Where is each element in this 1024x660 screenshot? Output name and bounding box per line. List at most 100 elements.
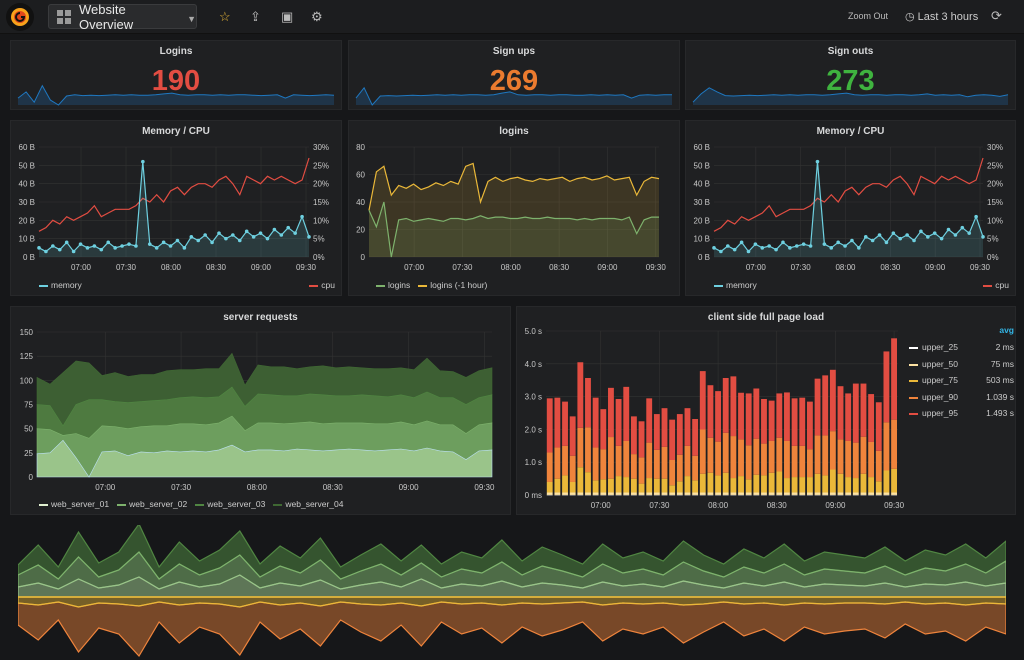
series-line-cpu xyxy=(38,157,310,232)
x-tick-label: 07:30 xyxy=(649,501,670,510)
legend-item-cpu[interactable]: cpu xyxy=(309,280,335,290)
legend-item-logins-1-hour[interactable]: logins (-1 hour) xyxy=(418,280,487,290)
panel-title: client side full page load xyxy=(707,312,825,323)
bar-upper-50 xyxy=(814,492,821,495)
data-point-memory xyxy=(272,227,277,232)
share-icon[interactable]: ⇪ xyxy=(250,9,261,24)
bar-upper-90 xyxy=(829,431,836,470)
bar-upper-50 xyxy=(630,492,637,495)
legend-item-upper-90[interactable]: upper_90 1.039 s xyxy=(909,389,1014,406)
x-tick-label: 09:00 xyxy=(925,263,946,272)
bar-upper-75 xyxy=(799,477,806,493)
y2-tick-label: 15% xyxy=(987,198,1003,207)
data-point-memory xyxy=(974,214,978,219)
dashboard-picker-button[interactable]: Website Overview ▼ xyxy=(48,2,197,32)
bar-upper-95 xyxy=(699,371,706,430)
stat-panel-sign-ups: Sign ups 269 xyxy=(348,40,680,110)
bar-upper-75 xyxy=(600,479,607,493)
legend-item-web-server-03[interactable]: web_server_03 xyxy=(195,499,265,509)
bar-upper-90 xyxy=(822,435,829,476)
series-fill-logins-1-hour- xyxy=(369,163,659,257)
data-point-memory xyxy=(760,246,765,250)
data-point-memory xyxy=(147,242,152,246)
y2-tick-label: 30% xyxy=(987,143,1003,152)
data-point-memory xyxy=(300,214,304,219)
legend-item-cpu[interactable]: cpu xyxy=(983,280,1009,290)
legend-item-upper-25[interactable]: upper_25 2 ms xyxy=(909,339,1014,356)
data-point-memory xyxy=(870,238,875,243)
star-icon[interactable]: ☆ xyxy=(219,9,231,24)
bar-upper-75 xyxy=(875,481,882,493)
series-fill-logins xyxy=(369,202,659,257)
bar-upper-50 xyxy=(822,492,829,495)
legend-label: web_server_01 xyxy=(51,499,110,509)
bar-upper-95 xyxy=(883,351,890,423)
y-tick-label: 60 B xyxy=(19,143,35,152)
x-tick-label: 09:00 xyxy=(825,501,846,510)
bar-upper-90 xyxy=(845,440,852,478)
bar-upper-50 xyxy=(776,492,783,495)
x-tick-label: 08:00 xyxy=(161,263,182,272)
legend-item-web-server-04[interactable]: web_server_04 xyxy=(273,499,344,509)
legend-item-web-server-01[interactable]: web_server_01 xyxy=(39,499,109,509)
y-tick-label: 0 xyxy=(361,253,366,262)
legend-item-logins[interactable]: logins xyxy=(376,280,410,290)
data-point-memory xyxy=(850,238,854,243)
x-tick-label: 09:00 xyxy=(399,483,420,492)
legend-item-memory[interactable]: memory xyxy=(714,280,757,290)
bar-upper-95 xyxy=(822,375,829,436)
bar-upper-75 xyxy=(615,476,622,493)
bar-upper-95 xyxy=(592,397,599,448)
page-load-chart[interactable]: 0 ms 1.0 s 2.0 s 3.0 s 4.0 s 5.0 s 07:00 07:30 0… xyxy=(517,307,1015,514)
bar-upper-75 xyxy=(546,481,553,493)
bottom-stacked-chart[interactable] xyxy=(18,525,1006,660)
bar-upper-50 xyxy=(577,492,584,495)
bar-upper-75 xyxy=(623,477,630,493)
bar-upper-75 xyxy=(715,475,721,493)
bar-upper-75 xyxy=(554,478,561,493)
bar-upper-90 xyxy=(623,440,630,478)
logins-chart[interactable]: 0 20 40 60 80 07:00 07:30 08:00 08:30 09:00 09:30 xyxy=(349,121,679,295)
bar-upper-90 xyxy=(692,455,699,481)
gear-icon[interactable]: ⚙ xyxy=(311,9,323,24)
bar-upper-75 xyxy=(707,472,714,493)
server-requests-chart[interactable]: 0 25 50 75 100 125 150 07:00 07:30 08:00 08:30 09:0… xyxy=(11,307,510,514)
data-point-memory xyxy=(719,249,723,254)
bar-upper-75 xyxy=(661,478,668,493)
bar-upper-95 xyxy=(585,378,591,428)
x-tick-label: 09:30 xyxy=(884,501,905,510)
legend-item-memory[interactable]: memory xyxy=(39,280,82,290)
data-point-memory xyxy=(127,242,131,246)
legend-item-web-server-02[interactable]: web_server_02 xyxy=(117,499,187,509)
legend-item-upper-95[interactable]: upper_95 1.493 s xyxy=(909,405,1014,422)
save-icon[interactable]: ▣ xyxy=(281,9,294,24)
legend-item-upper-75[interactable]: upper_75 503 ms xyxy=(909,372,1014,389)
refresh-icon[interactable]: ⟳ xyxy=(991,8,1002,23)
data-point-memory xyxy=(224,236,228,241)
y-tick-label: 4.0 s xyxy=(525,360,542,369)
legend-label: memory xyxy=(726,280,757,290)
legend-avg-header[interactable]: avg xyxy=(999,325,1014,335)
bar-upper-50 xyxy=(875,492,882,495)
bar-upper-95 xyxy=(768,400,775,441)
data-point-memory xyxy=(113,246,117,250)
grafana-logo-icon[interactable] xyxy=(6,3,34,31)
bar-upper-50 xyxy=(653,492,660,495)
time-range-picker[interactable]: ◷ Last 3 hours xyxy=(905,10,978,23)
data-point-memory xyxy=(781,240,785,245)
memory-cpu-chart[interactable]: 0 B 10 B 20 B 30 B 40 B 50 B 60 B 0% 5% 10% 15% 20%… xyxy=(11,121,341,295)
data-point-memory xyxy=(71,249,76,254)
legend-item-upper-50[interactable]: upper_50 75 ms xyxy=(909,356,1014,373)
data-point-memory xyxy=(794,244,799,248)
legend-label: cpu xyxy=(321,280,335,290)
data-point-memory xyxy=(307,235,311,239)
bar-upper-50 xyxy=(845,492,852,495)
time-range-label: Last 3 hours xyxy=(917,11,979,23)
memory-cpu-chart[interactable]: 0 B 10 B 20 B 30 B 40 B 50 B 60 B 0% 5% 10% 15% 20%… xyxy=(686,121,1015,295)
zoom-out-button[interactable]: Zoom Out xyxy=(848,11,889,21)
bar-upper-95 xyxy=(630,416,637,455)
bar-upper-90 xyxy=(868,441,875,478)
bar-upper-90 xyxy=(600,449,607,480)
data-point-memory xyxy=(286,225,291,230)
clock-icon: ◷ xyxy=(905,11,918,23)
